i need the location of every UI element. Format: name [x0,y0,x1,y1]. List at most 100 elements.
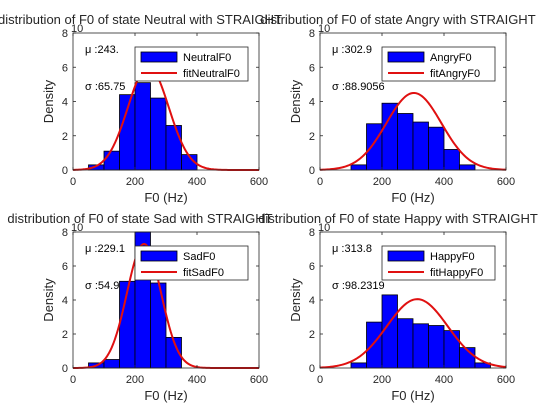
histogram-bar [350,164,367,171]
subplot-1: 0 200 400 600 0 2 4 6 8 10 F0 (Hz) Density μ :302.9 σ… [260,12,535,205]
legend: AngryF0 fitAngryF0 [381,46,496,82]
y-tick-label: 0 [62,165,68,177]
histogram-bar [119,94,136,171]
x-axis-label: F0 (Hz) [144,388,187,403]
x-axis-label: F0 (Hz) [391,190,434,205]
y-axis-label: Density [288,278,303,322]
legend-label-fit: fitHappyF0 [430,267,483,279]
sigma-annotation: σ :65.75 [85,81,125,93]
y-exponent-label: 10 [318,23,330,35]
histogram-bar [381,294,398,369]
mu-annotation: μ :302.9 [332,44,372,56]
x-tick-label: 400 [188,374,206,386]
mu-annotation: μ :229.1 [85,243,125,255]
y-exponent-label: 10 [71,222,83,234]
y-tick-label: 2 [309,329,315,341]
y-tick-label: 0 [309,363,315,375]
legend-swatch-histogram [140,250,178,262]
y-tick-label: 8 [309,227,315,239]
histogram-bar [150,282,167,369]
legend-swatch-histogram [140,51,178,63]
y-tick-label: 8 [62,227,68,239]
histogram-bar [397,113,414,171]
y-tick-label: 4 [62,97,68,109]
sigma-annotation: σ :54.9 [85,280,119,292]
x-axis-label: F0 (Hz) [391,388,434,403]
histogram-bar [103,150,120,171]
chart-title: distribution of F0 of state Happy with S… [258,211,538,226]
x-tick-label: 200 [126,176,144,188]
y-tick-label: 8 [62,28,68,40]
x-axis-label: F0 (Hz) [144,190,187,205]
legend-label-fit: fitAngryF0 [430,68,480,80]
x-tick-label: 0 [317,176,323,188]
subplot-2: 0 200 400 600 0 2 4 6 8 10 F0 (Hz) Density μ :229.1 σ… [7,211,272,403]
y-tick-label: 4 [309,295,315,307]
histogram-bar [412,323,429,369]
legend-label-histogram: HappyF0 [430,251,475,263]
x-tick-label: 200 [126,374,144,386]
y-tick-label: 4 [62,295,68,307]
histogram-bar [165,125,182,171]
chart-title: distribution of F0 of state Angry with S… [260,12,535,27]
histogram-bar [350,362,367,369]
histogram-bar [443,149,460,171]
y-tick-label: 4 [309,97,315,109]
y-tick-label: 6 [62,62,68,74]
subplot-3: 0 200 400 600 0 2 4 6 8 10 F0 (Hz) Density μ :313.8 σ… [258,211,538,403]
histogram-bar [459,164,476,171]
histogram-bar [134,82,151,171]
y-exponent-label: 10 [71,23,83,35]
histogram-bar [428,325,445,369]
x-tick-label: 600 [250,374,268,386]
y-tick-label: 0 [62,363,68,375]
mu-annotation: μ :243. [85,44,119,56]
legend-label-histogram: NeutralF0 [183,52,231,64]
x-tick-label: 600 [250,176,268,188]
histogram-bar [412,121,429,171]
legend-swatch-histogram [387,51,425,63]
y-tick-label: 0 [309,165,315,177]
histogram-bar [366,321,383,369]
legend: NeutralF0 fitNeutralF0 [134,46,249,82]
legend-label-fit: fitNeutralF0 [183,68,240,80]
legend-swatch-histogram [387,250,425,262]
y-tick-label: 2 [309,131,315,143]
mu-annotation: μ :313.8 [332,243,372,255]
y-tick-label: 6 [309,62,315,74]
y-tick-label: 2 [62,131,68,143]
x-tick-label: 200 [373,374,391,386]
y-axis-label: Density [41,79,56,123]
histogram-bar [103,359,120,369]
y-tick-label: 6 [62,261,68,273]
sigma-annotation: σ :98.2319 [332,280,385,292]
x-tick-label: 600 [497,374,515,386]
subplot-0: 0 200 400 600 0 2 4 6 8 10 F0 (Hz) Density μ :243. σ … [0,12,282,205]
x-tick-label: 400 [188,176,206,188]
legend: SadF0 fitSadF0 [134,245,249,281]
x-tick-label: 400 [435,374,453,386]
x-tick-label: 0 [317,374,323,386]
x-tick-label: 600 [497,176,515,188]
histogram-bar [443,330,460,369]
y-axis-label: Density [41,278,56,322]
legend-label-histogram: AngryF0 [430,52,472,64]
chart-title: distribution of F0 of state Sad with STR… [7,211,272,226]
histogram-bar [366,123,383,171]
histogram-bar [428,126,445,171]
y-axis-label: Density [288,79,303,123]
histogram-bar [150,97,167,171]
y-tick-label: 8 [309,28,315,40]
x-tick-label: 400 [435,176,453,188]
histogram-bar [381,102,398,171]
x-tick-label: 200 [373,176,391,188]
legend-label-fit: fitSadF0 [183,267,224,279]
x-tick-label: 0 [70,374,76,386]
chart-title: distribution of F0 of state Neutral with… [0,12,282,27]
sigma-annotation: σ :88.9056 [332,81,385,93]
legend-label-histogram: SadF0 [183,251,215,263]
y-tick-label: 2 [62,329,68,341]
fit-curve [319,298,507,369]
histogram-bar [397,318,414,369]
